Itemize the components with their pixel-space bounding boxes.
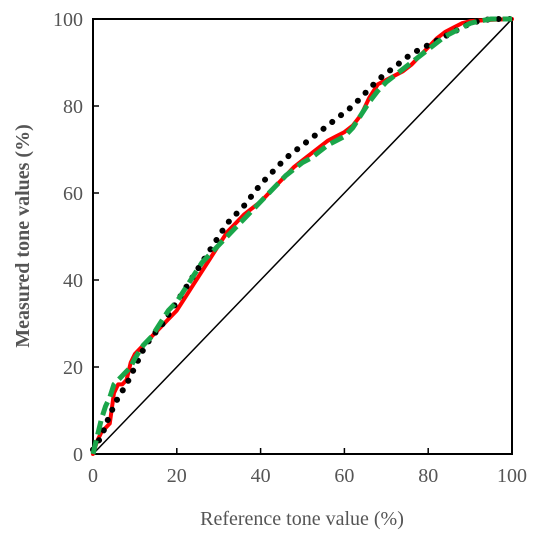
y-tick-label: 100 [53, 9, 83, 31]
green-dashed-series [90, 16, 512, 455]
y-tick-label: 60 [63, 183, 83, 205]
y-axis-title: Measured tone values (%) [12, 124, 34, 348]
x-tick-label: 100 [497, 465, 527, 487]
x-tick-label: 40 [251, 465, 271, 487]
series-layer [90, 16, 515, 456]
x-tick-label: 80 [418, 465, 438, 487]
y-tick-label: 40 [63, 270, 83, 292]
y-tick-label: 20 [63, 357, 83, 379]
y-tick-label: 0 [73, 444, 83, 466]
y-tick-label: 80 [63, 96, 83, 118]
black-dotted-series [90, 16, 515, 453]
x-tick-label: 20 [167, 465, 187, 487]
reference-line [92, 18, 513, 455]
x-tick-label: 60 [334, 465, 354, 487]
y-axis-ticks: 0 20 40 60 80 100 [53, 9, 99, 466]
x-axis-ticks: 0 20 40 60 80 100 [88, 448, 527, 487]
x-tick-label: 0 [88, 465, 98, 487]
x-axis-title: Reference tone value (%) [200, 508, 404, 530]
